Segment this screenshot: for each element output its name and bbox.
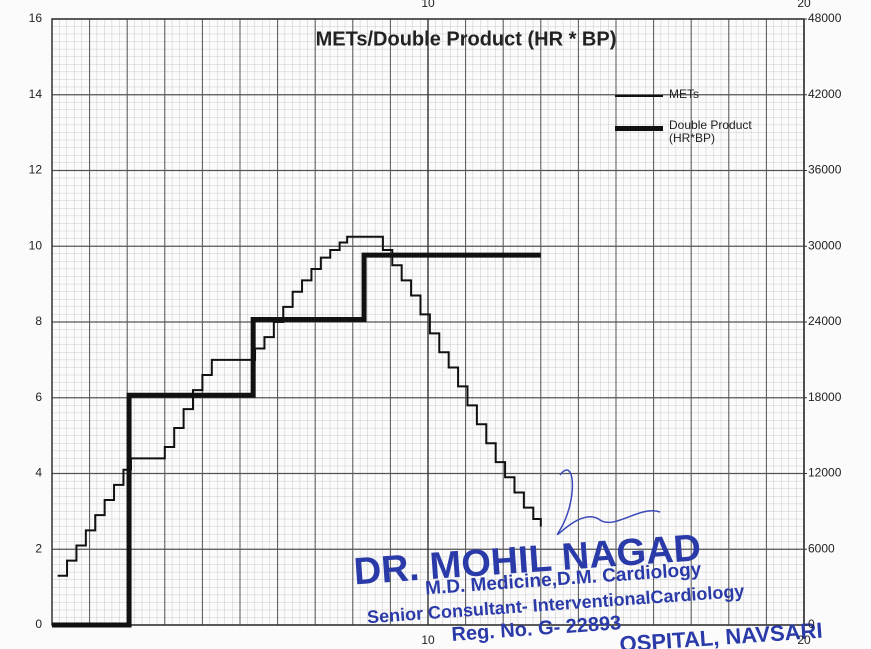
y-tick-label: 12 (29, 163, 43, 177)
legend-swatch (615, 126, 663, 131)
x-top-tick-label: 10 (421, 0, 435, 10)
y-tick-label: 4 (35, 466, 42, 480)
x-top-tick-label: 20 (797, 0, 811, 10)
y2-tick-label: 24000 (808, 314, 842, 328)
series-line (57, 235, 542, 577)
y-tick-label: 10 (29, 238, 43, 252)
y2-tick-label: 6000 (808, 541, 835, 555)
legend: METs Double Product (HR*BP) (615, 88, 785, 163)
y2-tick-label: 0 (808, 617, 815, 631)
chart-title: METs/Double Product (HR * BP) (316, 28, 617, 50)
y-tick-label: 8 (35, 314, 42, 328)
legend-label: Double Product (HR*BP) (669, 118, 752, 145)
legend-entry: METs (615, 88, 785, 101)
y2-tick-label: 12000 (808, 466, 842, 480)
series-line (52, 252, 541, 628)
y-tick-label: 14 (29, 87, 43, 101)
y2-tick-label: 48000 (808, 11, 842, 25)
y2-tick-label: 42000 (808, 87, 842, 101)
legend-swatch (615, 95, 663, 97)
y2-tick-label: 18000 (808, 390, 842, 404)
y-tick-label: 16 (29, 11, 43, 25)
signature (556, 469, 661, 536)
y2-tick-label: 30000 (808, 238, 842, 252)
y2-tick-label: 36000 (808, 163, 842, 177)
legend-entry: Double Product (HR*BP) (615, 119, 785, 145)
y-tick-label: 0 (35, 617, 42, 631)
y-tick-label: 6 (35, 390, 42, 404)
legend-label: METs (669, 87, 699, 101)
x-tick-label: 10 (421, 633, 435, 647)
x-tick-label: 20 (797, 633, 811, 647)
y-tick-label: 2 (35, 541, 42, 555)
